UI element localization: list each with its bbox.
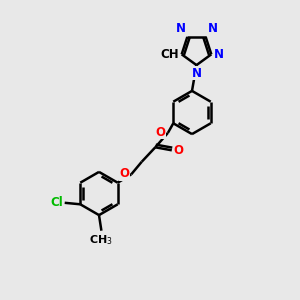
Text: Cl: Cl bbox=[50, 196, 63, 209]
Text: CH$_3$: CH$_3$ bbox=[89, 233, 113, 247]
Text: N: N bbox=[214, 48, 224, 61]
Text: O: O bbox=[119, 167, 130, 180]
Text: N: N bbox=[176, 22, 185, 35]
Text: N: N bbox=[191, 67, 202, 80]
Text: O: O bbox=[155, 126, 166, 139]
Text: CH: CH bbox=[160, 48, 179, 61]
Text: N: N bbox=[208, 22, 218, 35]
Text: O: O bbox=[174, 144, 184, 157]
